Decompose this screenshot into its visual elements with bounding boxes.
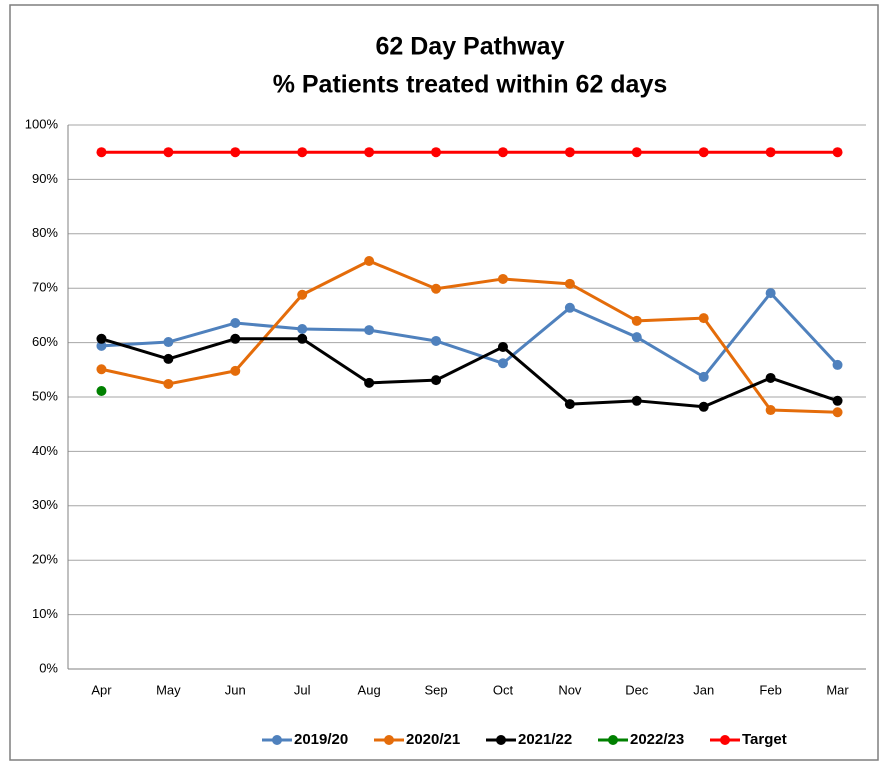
data-point — [230, 333, 241, 344]
x-tick-label: Aug — [358, 682, 381, 697]
data-point — [431, 147, 442, 158]
data-point — [564, 278, 575, 289]
data-point — [832, 407, 843, 418]
data-point — [564, 147, 575, 158]
legend-marker — [720, 735, 730, 745]
data-point — [832, 359, 843, 370]
data-point — [96, 147, 107, 158]
data-point — [497, 273, 508, 284]
data-point — [297, 289, 308, 300]
y-tick-label: 90% — [32, 171, 58, 186]
data-point — [163, 353, 174, 364]
y-tick-label: 70% — [32, 280, 58, 295]
y-tick-label: 40% — [32, 443, 58, 458]
legend-marker — [272, 735, 282, 745]
data-point — [431, 283, 442, 294]
data-point — [765, 288, 776, 299]
data-point — [631, 315, 642, 326]
legend-label: Target — [742, 731, 787, 748]
legend-marker — [384, 735, 394, 745]
data-point — [497, 147, 508, 158]
x-tick-label: Jun — [225, 682, 246, 697]
x-tick-label: Mar — [826, 682, 849, 697]
x-tick-label: Sep — [424, 682, 447, 697]
data-point — [96, 386, 107, 397]
data-point — [230, 365, 241, 376]
data-point — [96, 333, 107, 344]
y-tick-label: 0% — [39, 660, 58, 675]
x-tick-label: Dec — [625, 682, 649, 697]
series-line — [101, 291, 839, 379]
x-tick-label: Jan — [693, 682, 714, 697]
data-point — [631, 147, 642, 158]
data-point — [364, 256, 375, 266]
chart-border — [9, 4, 879, 761]
data-point — [765, 372, 776, 383]
data-point — [564, 399, 575, 410]
data-point — [431, 375, 442, 386]
data-point — [765, 147, 776, 158]
y-tick-label: 60% — [32, 334, 58, 349]
data-point — [431, 335, 442, 346]
x-tick-label: Feb — [759, 682, 781, 697]
y-tick-label: 80% — [32, 225, 58, 240]
y-tick-label: 50% — [32, 388, 58, 403]
y-tick-label: 20% — [32, 552, 58, 567]
y-tick-label: 100% — [25, 116, 59, 131]
data-point — [297, 324, 308, 334]
data-point — [297, 147, 308, 158]
data-point — [832, 147, 843, 158]
data-point — [631, 332, 642, 343]
data-point — [163, 337, 174, 348]
data-point — [96, 340, 107, 351]
x-tick-label: Nov — [558, 682, 582, 697]
data-point — [163, 147, 174, 158]
data-point — [364, 147, 375, 158]
data-point — [297, 333, 308, 344]
data-point — [163, 378, 174, 389]
data-point — [497, 341, 508, 352]
data-point — [765, 405, 776, 416]
legend-label: 2019/20 — [294, 731, 348, 748]
data-point — [497, 358, 508, 369]
x-tick-label: Jul — [294, 682, 311, 697]
x-tick-label: May — [156, 682, 181, 697]
data-point — [698, 313, 709, 324]
chart-title: 62 Day Pathway — [376, 33, 565, 61]
legend-label: 2020/21 — [406, 731, 460, 748]
legend-marker — [608, 735, 618, 745]
data-point — [698, 401, 709, 412]
data-point — [832, 395, 843, 406]
series-line — [101, 259, 838, 414]
x-tick-label: Apr — [91, 682, 112, 697]
legend-label: 2022/23 — [630, 731, 684, 748]
chart-subtitle: % Patients treated within 62 days — [273, 71, 668, 99]
data-point — [631, 395, 642, 406]
data-point — [698, 147, 709, 158]
y-tick-label: 30% — [32, 497, 58, 512]
legend-marker — [496, 735, 506, 745]
x-tick-label: Oct — [493, 682, 514, 697]
series-line — [101, 337, 839, 409]
legend-label: 2021/22 — [518, 731, 572, 748]
data-point — [698, 371, 709, 382]
data-point — [230, 318, 241, 329]
y-tick-label: 10% — [32, 606, 58, 621]
data-point — [564, 302, 575, 313]
data-point — [230, 147, 241, 158]
data-point — [364, 377, 375, 388]
data-point — [96, 364, 107, 375]
data-point — [364, 325, 375, 336]
